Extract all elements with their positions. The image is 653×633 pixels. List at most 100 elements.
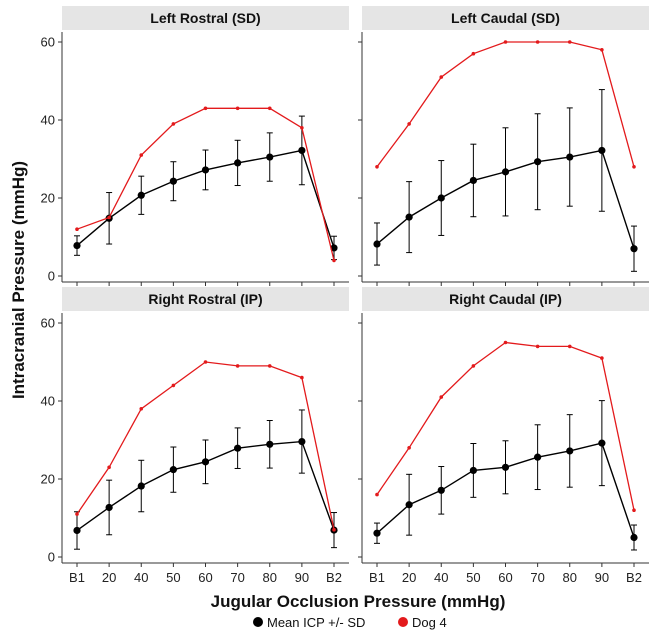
data-point: [203, 360, 208, 364]
data-point: [598, 146, 606, 155]
data-point: [137, 482, 145, 490]
data-point: [332, 258, 336, 263]
facet-strip: [62, 287, 349, 311]
data-point: [375, 165, 379, 169]
y-tick-label: 0: [48, 269, 55, 284]
data-point: [171, 122, 176, 126]
x-tick-label: B1: [69, 570, 85, 585]
x-tick-label: 60: [498, 570, 512, 585]
data-point: [137, 191, 145, 199]
data-point: [267, 106, 272, 111]
data-point: [235, 364, 240, 368]
facet-strip-title: Right Caudal (IP): [449, 291, 562, 307]
data-point: [407, 122, 411, 126]
data-point: [566, 153, 574, 161]
data-point: [534, 158, 542, 166]
data-point: [201, 458, 210, 466]
data-point: [75, 227, 79, 231]
data-point: [332, 527, 336, 532]
x-tick-label: B2: [326, 570, 342, 585]
series-mean: [373, 89, 638, 272]
y-axis-title: Intracranial Pressure (mmHg): [9, 161, 28, 399]
data-point: [471, 51, 476, 56]
data-point: [107, 215, 111, 220]
data-point: [632, 508, 636, 512]
legend: Mean ICP +/- SD Dog 4: [253, 615, 447, 630]
x-tick-label: B2: [626, 570, 642, 585]
data-point: [201, 166, 210, 174]
x-tick-label: 70: [530, 570, 544, 585]
x-tick-label: 50: [166, 570, 180, 585]
data-point: [139, 407, 144, 411]
data-point: [300, 375, 304, 380]
data-point: [203, 106, 208, 111]
data-point: [405, 213, 413, 221]
y-tick-label: 0: [48, 550, 55, 565]
y-tick-label: 20: [41, 191, 55, 206]
series-mean: [73, 115, 338, 261]
data-point: [171, 383, 176, 388]
x-tick-label: 80: [263, 570, 277, 585]
series-mean: [373, 400, 638, 551]
data-point: [169, 177, 177, 185]
x-tick-label: 80: [563, 570, 577, 585]
data-point: [535, 344, 540, 349]
x-tick-label: B1: [369, 570, 385, 585]
data-point: [234, 444, 242, 452]
data-point: [439, 75, 444, 79]
data-point: [73, 526, 81, 535]
y-tick-label: 60: [41, 35, 55, 50]
legend-item: Mean ICP +/- SD: [253, 615, 365, 630]
data-point: [439, 395, 444, 399]
data-point: [407, 446, 411, 450]
facet-strip: [362, 6, 649, 30]
data-point: [437, 486, 445, 494]
panels-layer: Left Rostral (SD) 0 20 40 60 Left Caudal (SD)…: [41, 6, 649, 585]
series-dog4: [75, 106, 336, 263]
data-point: [75, 512, 79, 516]
data-point: [567, 344, 572, 349]
data-point: [600, 48, 604, 52]
data-point: [298, 437, 306, 446]
data-point: [469, 176, 477, 185]
data-point: [501, 463, 510, 471]
x-tick-label: 60: [198, 570, 212, 585]
data-point: [535, 40, 540, 44]
series-dog4: [75, 360, 336, 532]
data-point: [330, 244, 338, 252]
series-dog4: [375, 40, 636, 169]
data-point: [534, 453, 542, 461]
y-tick-label: 40: [41, 113, 55, 128]
data-point: [471, 364, 476, 368]
data-point: [298, 146, 306, 155]
panel-1: Left Rostral (SD) 0 20 40 60: [41, 6, 349, 286]
data-point: [234, 159, 242, 167]
legend-item: Dog 4: [398, 615, 447, 630]
data-point: [566, 447, 574, 455]
data-point: [107, 465, 111, 470]
facet-strip: [362, 287, 649, 311]
data-point: [567, 40, 572, 44]
x-tick-label: 20: [402, 570, 416, 585]
x-tick-label: 90: [595, 570, 609, 585]
data-point: [267, 364, 272, 368]
data-point: [235, 106, 240, 111]
x-tick-label: 50: [466, 570, 480, 585]
panel-4: Right Caudal (IP) B1 20 40 50 60 70 80 90 B2: [358, 287, 649, 585]
data-point: [501, 168, 510, 176]
x-tick-label: 90: [295, 570, 309, 585]
data-point: [105, 503, 113, 512]
data-point: [266, 440, 274, 448]
data-point: [266, 153, 274, 161]
data-point: [503, 40, 508, 44]
data-point: [632, 165, 636, 169]
y-tick-label: 60: [41, 316, 55, 331]
facet-strip-title: Left Rostral (SD): [150, 10, 260, 26]
legend-label: Dog 4: [412, 615, 447, 630]
series-dog4: [375, 340, 636, 512]
data-point: [375, 492, 379, 497]
data-point: [630, 245, 638, 253]
data-point: [469, 466, 477, 475]
data-point: [600, 356, 604, 360]
